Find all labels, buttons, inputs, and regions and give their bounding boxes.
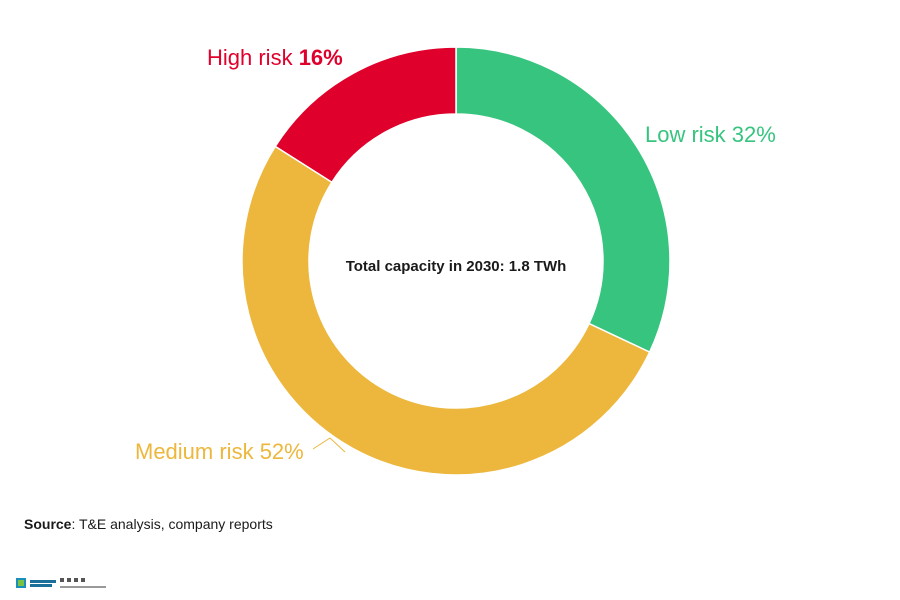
- source-prefix: Source: [24, 516, 72, 532]
- center-label: Total capacity in 2030: 1.8 TWh: [346, 258, 567, 275]
- source-note: Source: T&E analysis, company reports: [24, 516, 273, 532]
- slice-low-risk: [455, 46, 671, 354]
- slice-high-risk: [274, 46, 457, 184]
- leader-medium-risk: [312, 437, 346, 453]
- logo-partners: [60, 578, 106, 588]
- label-high-risk: High risk 16%: [207, 45, 343, 70]
- logo-wordmark: [30, 579, 56, 587]
- label-medium-risk: Medium risk 52%: [135, 439, 304, 464]
- slice-medium-risk: [241, 145, 651, 476]
- donut-slices: [241, 46, 671, 476]
- slice-labels: Low risk 32% Medium risk 52% High risk 16%: [135, 45, 776, 464]
- transport-environment-logo: [16, 578, 106, 588]
- logo-mark-icon: [16, 578, 26, 588]
- label-leaders: [312, 437, 346, 453]
- label-low-risk: Low risk 32%: [645, 122, 776, 147]
- source-text: : T&E analysis, company reports: [71, 516, 273, 532]
